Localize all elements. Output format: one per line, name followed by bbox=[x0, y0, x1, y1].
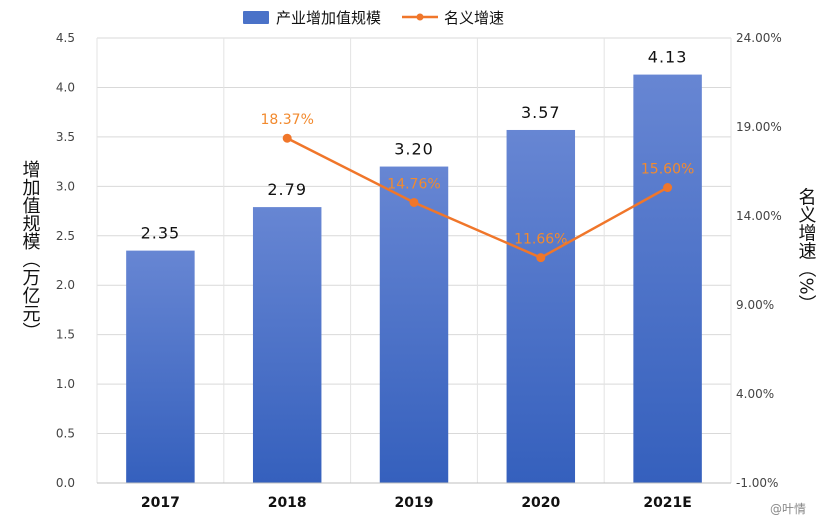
line-value-label: 18.37% bbox=[261, 112, 314, 128]
growth-line bbox=[286, 137, 669, 260]
axes: 0.0 0.5 1.0 1.5 2.0 2.5 3.0 3.5 4.0 4.5 -1.00% 4.00… bbox=[56, 31, 782, 511]
line-point bbox=[409, 197, 419, 207]
y2-axis-title: 名义增速（%） bbox=[796, 187, 817, 312]
legend-bar-swatch bbox=[243, 11, 269, 24]
y-tick-label: 4.5 bbox=[56, 31, 75, 45]
y2-tick-label: 4.00% bbox=[736, 387, 774, 401]
x-tick-label: 2018 bbox=[268, 495, 307, 511]
y-tick-label: 1.5 bbox=[56, 328, 75, 342]
line-point bbox=[536, 253, 546, 263]
bar-value-label: 3.57 bbox=[521, 103, 561, 122]
data-labels: 2.35 2.79 3.20 3.57 4.13 18.37% 14.76% 11.66% 15… bbox=[141, 48, 695, 248]
bar-value-label: 2.35 bbox=[141, 224, 181, 243]
y2-tick-label: 24.00% bbox=[736, 31, 782, 45]
y2-tick-label: -1.00% bbox=[736, 476, 778, 490]
legend-line-label: 名义增速 bbox=[444, 9, 504, 27]
y-tick-label: 0.0 bbox=[56, 476, 75, 490]
legend-bar-label: 产业增加值规模 bbox=[276, 9, 381, 27]
line-value-label: 14.76% bbox=[387, 176, 440, 192]
x-tick-label: 2020 bbox=[521, 495, 560, 511]
line-value-label: 15.60% bbox=[641, 162, 694, 178]
watermark: @叶情 bbox=[770, 502, 806, 516]
bar bbox=[379, 166, 449, 484]
bar bbox=[633, 74, 702, 483]
y-tick-label: 0.5 bbox=[56, 427, 75, 441]
y-tick-label: 2.5 bbox=[56, 229, 75, 243]
bar-value-label: 4.13 bbox=[648, 48, 688, 67]
x-tick-label: 2019 bbox=[395, 495, 434, 511]
y2-tick-label: 19.00% bbox=[736, 120, 782, 134]
line-value-label: 11.66% bbox=[514, 232, 567, 248]
bar-value-label: 2.79 bbox=[267, 180, 307, 199]
legend: 产业增加值规模 名义增速 bbox=[243, 9, 504, 27]
x-tick-label: 2017 bbox=[141, 495, 180, 511]
bar-series bbox=[126, 74, 702, 484]
x-tick-label: 2021E bbox=[643, 495, 692, 511]
y-tick-label: 4.0 bbox=[56, 80, 75, 94]
bar bbox=[252, 207, 322, 483]
line-point bbox=[663, 183, 673, 193]
y-tick-label: 2.0 bbox=[56, 278, 75, 292]
bar bbox=[126, 250, 195, 483]
y-axis-title: 增加值规模（万亿元） bbox=[20, 160, 41, 340]
legend-line-marker bbox=[416, 13, 424, 21]
y2-tick-label: 9.00% bbox=[736, 298, 774, 312]
y-tick-label: 3.5 bbox=[56, 130, 75, 144]
line-series bbox=[282, 133, 673, 263]
bar-value-label: 3.20 bbox=[394, 140, 434, 159]
line-point bbox=[282, 133, 292, 143]
y-tick-label: 1.0 bbox=[56, 377, 75, 391]
y-tick-label: 3.0 bbox=[56, 179, 75, 193]
y2-tick-label: 14.00% bbox=[736, 209, 782, 223]
bar bbox=[506, 129, 576, 483]
